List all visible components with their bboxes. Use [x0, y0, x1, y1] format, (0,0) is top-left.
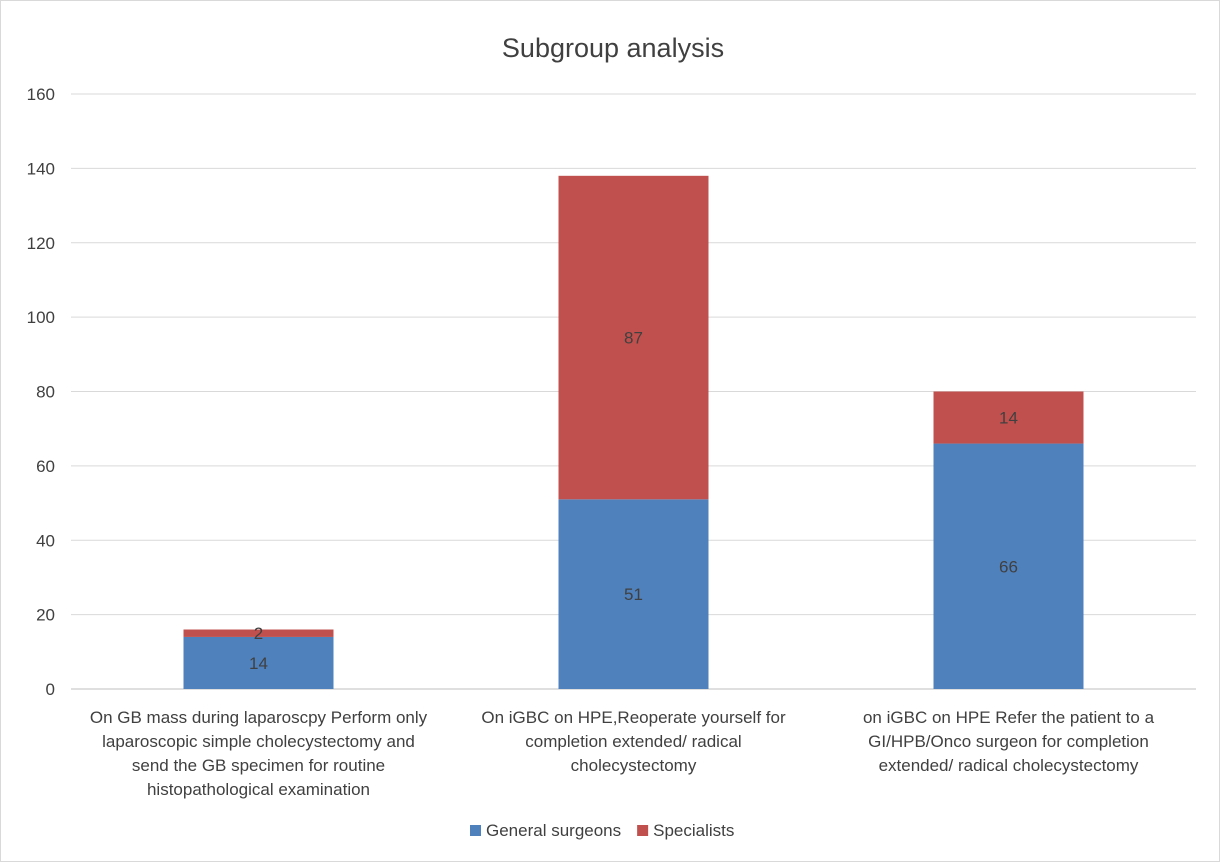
y-axis-ticks: 0 20 40 60 80 100 120 140 160 — [27, 85, 55, 699]
bar-general-surgeons — [558, 499, 709, 689]
data-label: 14 — [999, 409, 1018, 428]
y-tick-label: 0 — [46, 680, 55, 699]
bar-general-surgeons — [933, 443, 1084, 689]
x-category-label: completion extended/ radical — [525, 732, 741, 751]
y-tick-label: 20 — [36, 606, 55, 625]
data-label: 51 — [624, 585, 643, 604]
data-label: 87 — [624, 329, 643, 348]
y-tick-label: 140 — [27, 159, 55, 178]
x-category-label: cholecystectomy — [571, 756, 697, 775]
legend-label: General surgeons — [486, 821, 621, 840]
y-tick-label: 60 — [36, 457, 55, 476]
x-axis-categories: On GB mass during laparoscpy Perform onl… — [90, 708, 1155, 799]
data-labels: 14 2 51 87 66 14 — [249, 329, 1018, 673]
x-category-label: histopathological examination — [147, 780, 370, 799]
bar-specialists — [558, 175, 709, 500]
data-label: 14 — [249, 654, 268, 673]
bars — [183, 175, 1084, 689]
legend-label: Specialists — [653, 821, 734, 840]
y-tick-label: 40 — [36, 531, 55, 550]
x-category-label: laparoscopic simple cholecystectomy and — [102, 732, 415, 751]
y-tick-label: 160 — [27, 85, 55, 104]
x-category-label: on iGBC on HPE Refer the patient to a — [863, 708, 1155, 727]
x-category-label: On GB mass during laparoscpy Perform onl… — [90, 708, 428, 727]
y-tick-label: 100 — [27, 308, 55, 327]
data-label: 66 — [999, 557, 1018, 576]
bar-specialists — [933, 391, 1084, 444]
y-tick-label: 80 — [36, 383, 55, 402]
legend-swatch — [470, 825, 481, 836]
x-category-label: send the GB specimen for routine — [132, 756, 385, 775]
y-tick-label: 120 — [27, 234, 55, 253]
legend: General surgeons Specialists — [470, 821, 734, 840]
bar-specialists — [183, 629, 334, 637]
x-category-label: extended/ radical cholecystectomy — [879, 756, 1139, 775]
chart-title: Subgroup analysis — [502, 33, 724, 63]
bar-general-surgeons — [183, 636, 334, 689]
x-category-label: On iGBC on HPE,Reoperate yourself for — [481, 708, 786, 727]
legend-swatch — [637, 825, 649, 836]
data-label: 2 — [254, 624, 263, 643]
x-category-label: GI/HPB/Onco surgeon for completion — [868, 732, 1149, 751]
